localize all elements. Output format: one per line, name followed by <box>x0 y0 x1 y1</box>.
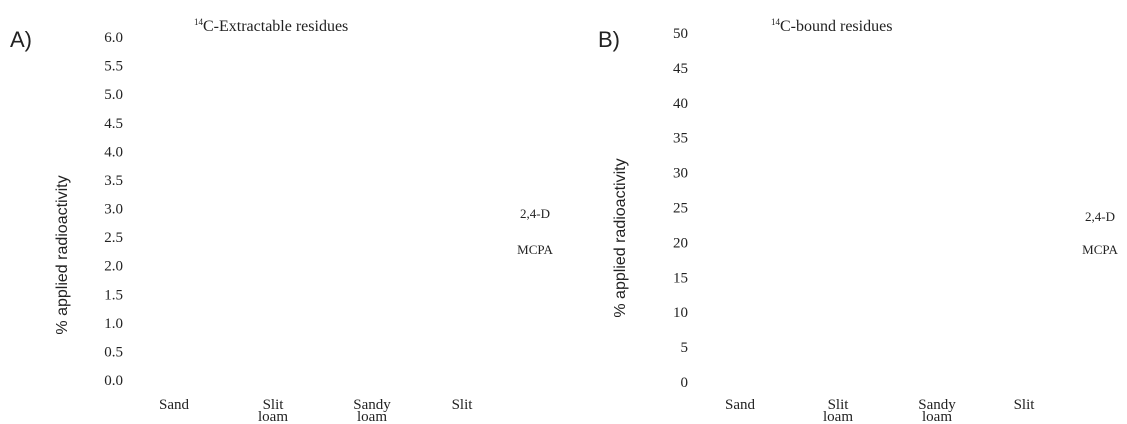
x-tick-label: Sand <box>159 397 190 413</box>
panel-b: B) 14C-bound residues % applied radioact… <box>598 17 1118 424</box>
legend: 2,4-D MCPA <box>517 206 553 257</box>
panel-label: A) <box>10 27 32 52</box>
y-tick-label: 40 <box>673 96 688 112</box>
y-tick-label: 25 <box>673 201 688 217</box>
y-tick-labels: 0 5 10 15 20 25 30 35 40 45 50 <box>673 26 688 391</box>
title-text: C-Extractable residues <box>203 18 348 35</box>
y-tick-label: 0.0 <box>104 373 123 389</box>
x-tick-label: Sandy loam <box>918 397 956 424</box>
x-tick-label: Sand <box>725 397 756 413</box>
y-tick-label: 15 <box>673 270 688 286</box>
panel-a: A) 14C-Extractable residues % applied ra… <box>10 17 553 424</box>
y-tick-label: 6.0 <box>104 30 123 46</box>
y-tick-label: 4.5 <box>104 116 123 132</box>
y-tick-label: 2.0 <box>104 259 123 275</box>
legend: 2,4-D MCPA <box>1082 209 1118 257</box>
x-tick-label: Sandy loam <box>353 397 391 424</box>
x-tick-label: Slit loam <box>823 397 853 424</box>
legend-entry: MCPA <box>1082 242 1118 257</box>
y-tick-label: 1.5 <box>104 287 123 303</box>
y-tick-label: 20 <box>673 235 688 251</box>
title-superscript: 14 <box>771 17 781 27</box>
y-tick-label: 10 <box>673 305 688 321</box>
y-tick-label: 45 <box>673 61 688 77</box>
y-tick-label: 5 <box>681 340 689 356</box>
legend-entry: 2,4-D <box>520 206 550 221</box>
y-tick-label: 0 <box>681 375 689 391</box>
y-tick-label: 5.5 <box>104 59 123 75</box>
y-tick-label: 50 <box>673 26 688 42</box>
chart-title: 14C-Extractable residues <box>194 17 348 35</box>
y-tick-label: 5.0 <box>104 87 123 103</box>
chart-title: 14C-bound residues <box>771 17 892 35</box>
x-tick-labels: Sand Slit loam Sandy loam Slit <box>725 397 1035 424</box>
legend-entry: 2,4-D <box>1085 209 1115 224</box>
y-tick-label: 35 <box>673 131 688 147</box>
y-tick-label: 4.0 <box>104 144 123 160</box>
x-tick-label: Slit <box>452 397 474 413</box>
y-axis-label: % applied radioactivity <box>54 175 71 334</box>
x-tick-labels: Sand Slit loam Sandy loam Slit <box>159 397 473 424</box>
y-tick-label: 1.0 <box>104 316 123 332</box>
x-tick-label: Slit <box>1014 397 1036 413</box>
y-tick-label: 0.5 <box>104 344 123 360</box>
title-text: C-bound residues <box>780 18 892 35</box>
y-tick-label: 3.0 <box>104 202 123 218</box>
y-tick-label: 2.5 <box>104 230 123 246</box>
y-tick-label: 30 <box>673 166 688 182</box>
title-superscript: 14 <box>194 17 204 27</box>
panel-label: B) <box>598 27 620 52</box>
y-axis-label: % applied radioactivity <box>612 158 629 317</box>
y-tick-label: 3.5 <box>104 173 123 189</box>
y-tick-labels: 0.0 0.5 1.0 1.5 2.0 2.5 3.0 3.5 4.0 4.5 5.0 5.5 6.0 <box>104 30 123 389</box>
legend-entry: MCPA <box>517 242 553 257</box>
x-tick-label: Slit loam <box>258 397 288 424</box>
